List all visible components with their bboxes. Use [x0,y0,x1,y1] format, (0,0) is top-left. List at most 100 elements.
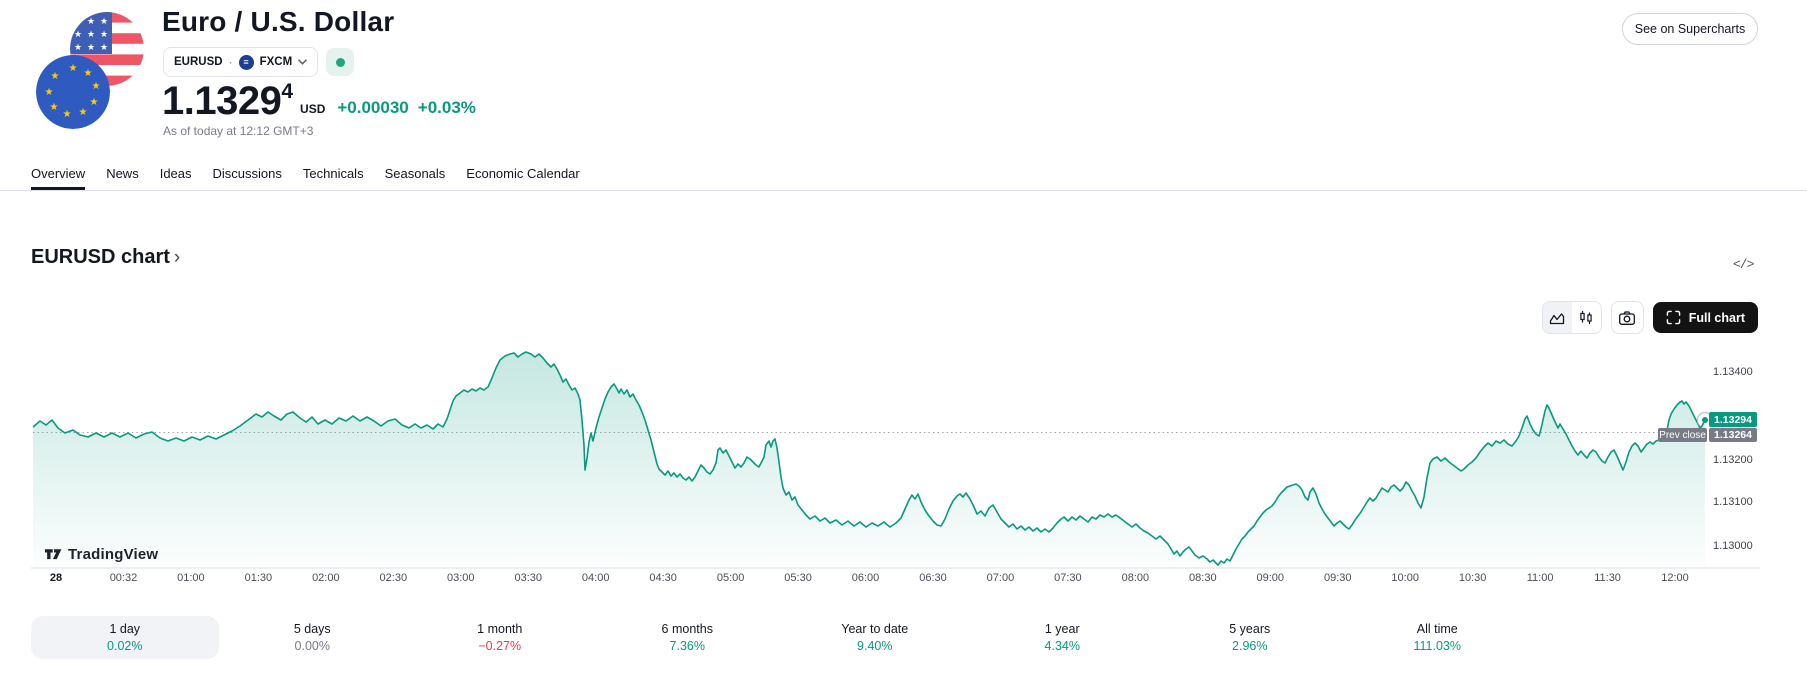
tab-news[interactable]: News [106,166,139,181]
period-label: 6 months [661,622,713,636]
period-row: 1 day 0.02% 5 days 0.00% 1 month −0.27% 6 mont… [31,616,1531,659]
price-chart[interactable] [0,290,1807,580]
x-tick-label: 05:30 [784,572,812,584]
as-of-timestamp: As of today at 12:12 GMT+3 [163,124,314,138]
svg-text:★: ★ [51,71,60,82]
x-tick-label: 06:30 [919,572,947,584]
period-change-value: 111.03% [1413,639,1462,653]
candles-icon [1580,311,1592,324]
tab-technicals[interactable]: Technicals [302,166,364,181]
svg-text:★: ★ [100,30,108,40]
svg-text:★: ★ [87,43,95,53]
period-1-day[interactable]: 1 day 0.02% [31,616,219,659]
period-label: 1 month [477,622,523,636]
y-tick-label: 1.13100 [1713,496,1753,508]
period-change-value: 0.00% [294,639,330,653]
chart-section-heading: EURUSD chart [31,246,170,268]
svg-text:★: ★ [87,30,95,40]
full-chart-label: Full chart [1688,310,1745,325]
symbol-code: EURUSD [174,56,223,68]
chevron-right-icon: › [173,246,181,268]
svg-text:★: ★ [100,43,108,53]
price-row: 1.1329 4 USD +0.00030 +0.03% [162,79,476,123]
last-price-badge: 1.13294 [1709,412,1757,427]
price-line [32,351,1706,566]
eu-flag-icon: ★ ★ ★ ★ ★ ★ ★ ★ ★ [36,55,110,129]
y-tick-label: 1.13400 [1713,366,1753,378]
svg-text:★: ★ [63,109,72,120]
x-tick-label: 02:30 [379,572,408,584]
svg-text:★: ★ [74,17,82,27]
full-chart-button[interactable]: Full chart [1652,302,1758,333]
period-label: 1 year [1044,622,1080,636]
last-price-dot-icon [1702,417,1708,423]
prev-close-badge: 1.13264 [1709,428,1757,442]
svg-text:★: ★ [74,30,82,40]
embed-code-icon[interactable]: </​> [1733,257,1754,272]
see-on-supercharts-button[interactable]: See on Supercharts [1622,13,1758,45]
x-tick-label: 07:30 [1054,572,1082,584]
period-label: 1 day [109,622,141,636]
x-tick-label: 11:30 [1594,572,1621,584]
tab-overview[interactable]: Overview [31,159,86,190]
tradingview-attribution[interactable]: TradingView [44,545,158,563]
period-label: 5 days [293,622,331,636]
exchange-name: FXCM [259,56,293,68]
period-6-months[interactable]: 6 months 7.36% [594,616,782,659]
period-change-value: 0.02% [107,639,143,653]
candles-chart-type-button[interactable] [1571,302,1601,333]
x-tick-label: 04:00 [581,572,610,584]
y-tick-label: 1.13000 [1713,540,1753,552]
area-chart-type-button[interactable] [1542,302,1572,333]
x-tick-label: 08:30 [1189,572,1217,584]
chart-toolbar: Full chart [1541,301,1758,334]
x-tick-label: 03:00 [446,572,475,584]
period-change-value: −0.27% [478,639,522,653]
tabs-bar: Overview News Ideas Discussions Technicals Se… [0,159,1807,191]
separator-dot: · [228,55,233,69]
svg-text:★: ★ [74,43,82,53]
price-currency: USD [300,102,326,116]
x-tick-label: 09:00 [1256,572,1285,584]
period-5-days[interactable]: 5 days 0.00% [219,616,407,659]
price-change-pct: +0.03% [417,98,476,117]
last-price: 1.1329 [162,79,282,123]
symbol-switcher-button[interactable]: EURUSD · ≡ FXCM [163,47,319,77]
x-tick-label: 03:30 [514,572,542,584]
svg-text:★: ★ [79,107,88,118]
svg-text:★: ★ [45,87,54,98]
x-tick-label: 10:00 [1391,572,1419,584]
market-status-button[interactable] [326,48,355,76]
x-tick-label: 02:00 [312,572,340,584]
period-label: 5 years [1229,622,1271,636]
svg-text:★: ★ [84,68,93,79]
price-area [33,352,1705,568]
chart-section-heading-link[interactable]: EURUSD chart › [31,246,180,269]
period-year-to-date[interactable]: Year to date 9.40% [781,616,969,659]
snapshot-button[interactable] [1610,301,1644,334]
svg-text:★: ★ [87,17,95,27]
period-all-time[interactable]: All time 111.03% [1344,616,1532,659]
period-change-value: 2.96% [1232,639,1268,653]
period-1-year[interactable]: 1 year 4.34% [969,616,1157,659]
period-5-years[interactable]: 5 years 2.96% [1156,616,1344,659]
last-price-sup-digit: 4 [281,80,294,103]
period-change-value: 9.40% [857,639,893,653]
y-tick-label: 1.13200 [1713,454,1753,466]
period-1-month[interactable]: 1 month −0.27% [406,616,594,659]
price-change-abs: +0.00030 [337,98,409,117]
x-tick-label: 09:30 [1323,572,1352,584]
tab-seasonals[interactable]: Seasonals [384,166,446,181]
fullscreen-icon [1666,310,1681,325]
svg-text:★: ★ [100,17,108,27]
tab-discussions[interactable]: Discussions [212,166,282,181]
period-change-value: 4.34% [1044,639,1080,653]
price-change: +0.00030 +0.03% [337,98,476,118]
tradingview-logo-icon [44,549,62,560]
tab-ideas[interactable]: Ideas [159,166,192,181]
page-title: Euro / U.S. Dollar [162,6,395,37]
tradingview-wordmark: TradingView [68,545,159,563]
period-label: Year to date [841,622,909,636]
tab-economic-calendar[interactable]: Economic Calendar [466,166,580,181]
